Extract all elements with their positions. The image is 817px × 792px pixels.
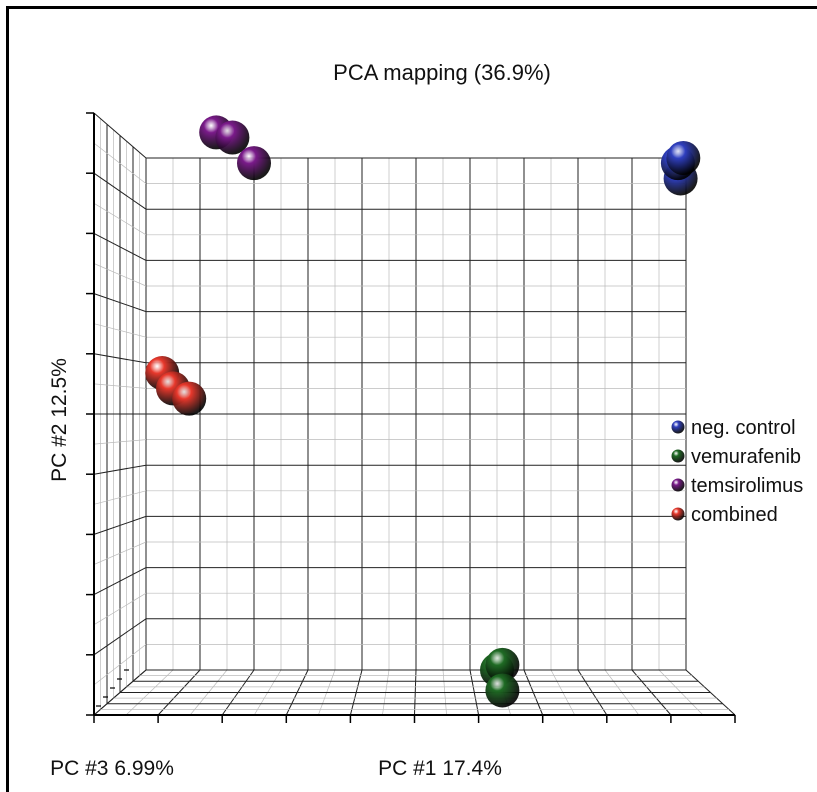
left-grid-hline bbox=[93, 172, 147, 210]
series-temsirolimus bbox=[199, 115, 271, 181]
left-grid-hline bbox=[93, 293, 147, 313]
axes bbox=[86, 112, 736, 723]
left-grid-hline bbox=[93, 203, 147, 236]
left-grid-hline bbox=[93, 464, 147, 475]
chart-title: PCA mapping (36.9%) bbox=[333, 60, 551, 85]
data-point bbox=[485, 673, 520, 708]
data-point bbox=[215, 120, 250, 155]
legend-item: vemurafenib bbox=[671, 446, 801, 468]
y-axis-label: PC #2 12.5% bbox=[48, 358, 71, 482]
left-grid-hline bbox=[93, 644, 147, 686]
data-point bbox=[485, 647, 520, 682]
legend-item: neg. control bbox=[671, 417, 796, 439]
series-combined bbox=[145, 356, 207, 416]
back-wall-grid bbox=[145, 157, 687, 671]
left-grid-hline bbox=[93, 353, 147, 364]
data-point bbox=[237, 146, 271, 181]
series-vemurafenib bbox=[480, 647, 520, 708]
legend-swatch bbox=[671, 420, 685, 434]
left-grid-hline bbox=[93, 618, 147, 656]
left-wall-grid bbox=[93, 112, 147, 716]
z-axis-label: PC #3 6.99% bbox=[50, 757, 174, 780]
legend-item: combined bbox=[671, 504, 778, 526]
data-point bbox=[172, 381, 207, 416]
left-grid-hline bbox=[93, 515, 147, 535]
legend-label: temsirolimus bbox=[691, 475, 803, 497]
left-grid-hline bbox=[93, 142, 147, 184]
legend-label: vemurafenib bbox=[691, 446, 801, 468]
left-grid-hline bbox=[93, 439, 147, 445]
x-axis-label: PC #1 17.4% bbox=[378, 757, 502, 780]
left-grid-hline bbox=[93, 112, 147, 159]
left-grid-hline bbox=[93, 263, 147, 287]
legend-swatch bbox=[671, 507, 685, 521]
series-neg-control bbox=[660, 141, 701, 196]
chart-frame bbox=[6, 6, 817, 792]
left-grid-hline bbox=[93, 232, 147, 261]
legend-label: combined bbox=[691, 504, 778, 526]
left-grid-hline bbox=[93, 592, 147, 625]
data-points bbox=[145, 115, 701, 708]
legend-swatch bbox=[671, 478, 685, 492]
legend-label: neg. control bbox=[691, 417, 796, 439]
legend-swatch bbox=[671, 449, 685, 463]
left-grid-hline bbox=[93, 323, 147, 338]
left-grid-hline bbox=[93, 383, 147, 389]
legend-item: temsirolimus bbox=[671, 475, 803, 497]
left-grid-hline bbox=[93, 541, 147, 565]
left-grid-hline bbox=[93, 490, 147, 505]
data-point bbox=[666, 141, 701, 175]
floor-grid bbox=[93, 669, 736, 716]
legend: neg. control vemurafenib temsirolimus combi… bbox=[671, 417, 803, 526]
left-grid-hline bbox=[93, 567, 147, 596]
